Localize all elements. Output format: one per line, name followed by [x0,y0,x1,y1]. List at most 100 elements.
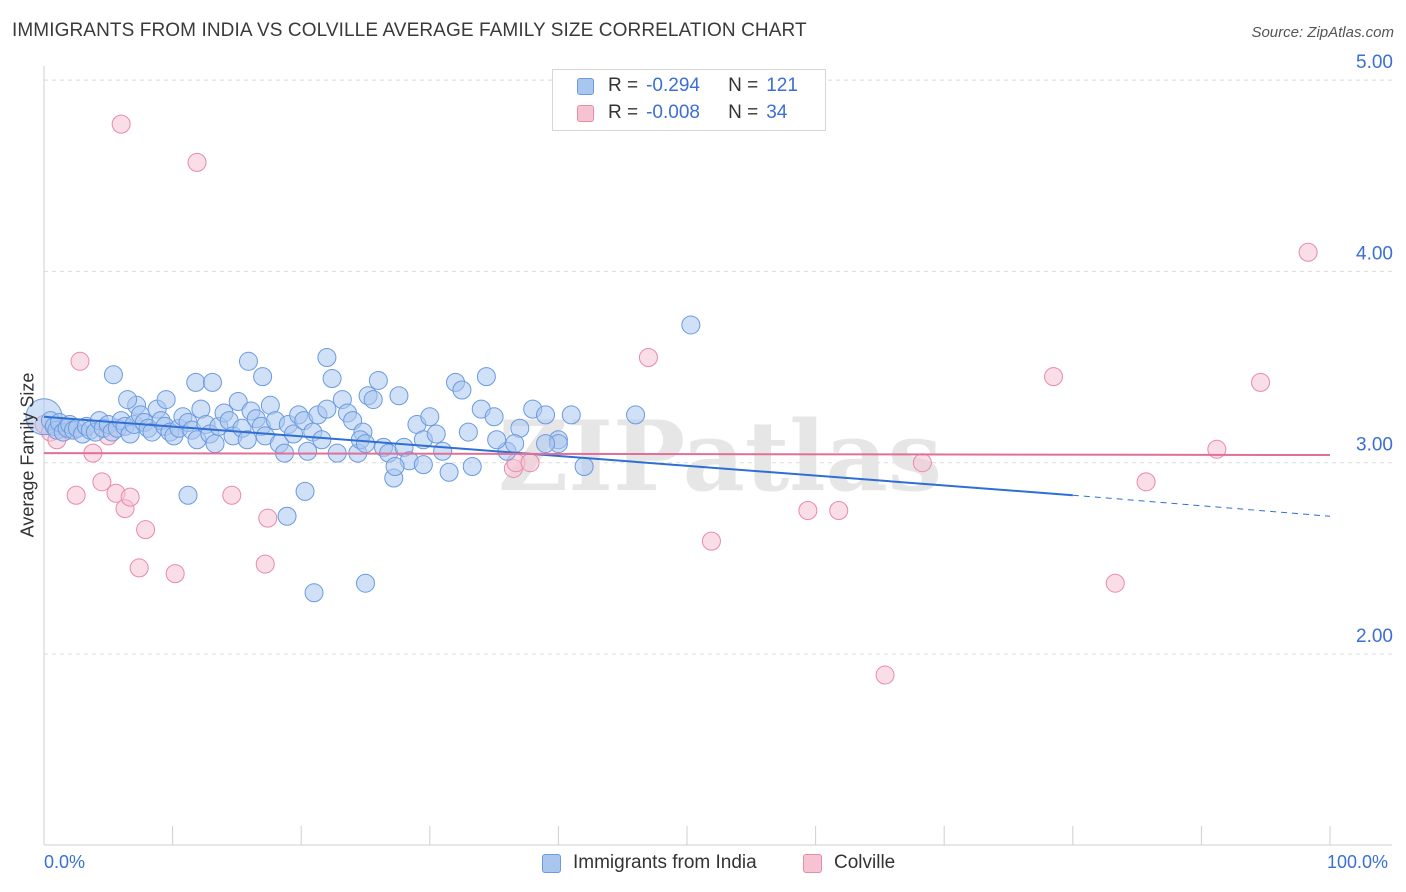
source-label: Source: ZipAtlas.com [1251,24,1394,41]
x-tick-right: 100.0% [1327,852,1389,872]
data-point [536,434,556,454]
data-point [258,508,278,528]
legend-row-colville: R = -0.008 N = 34 [577,101,787,125]
trend-line-india [43,415,1073,497]
data-point [536,405,556,425]
data-point [277,506,297,526]
legend-item-colville: Colville [803,852,895,874]
series-legend: Immigrants from India Colville [0,852,1406,878]
data-point [875,665,895,685]
data-point [228,391,248,411]
trend-line-colville [43,452,1331,457]
data-point [70,351,90,371]
data-point [255,554,275,574]
data-point [253,367,273,387]
chart-title: IMMIGRANTS FROM INDIA VS COLVILLE AVERAG… [12,20,807,41]
data-point [1251,372,1271,392]
legend-item-india: Immigrants from India [542,852,757,874]
data-point [798,501,818,521]
data-point [912,453,932,473]
legend-swatch-pink [803,853,822,873]
data-point [426,424,446,444]
data-point [120,487,140,507]
correlation-legend: R = -0.294 N = 121 R = -0.008 N = 34 [552,69,826,131]
data-point [312,430,332,450]
data-point [283,424,303,444]
data-point [368,370,388,390]
data-point [462,457,482,477]
legend-r-label: R = [608,102,639,123]
data-point [237,430,257,450]
data-point [1136,472,1156,492]
data-point [111,114,131,134]
legend-label-colville: Colville [834,852,896,873]
data-point [505,434,525,454]
gridlines [44,79,1392,655]
data-point [187,152,207,172]
data-point [433,441,453,461]
data-point [295,481,315,501]
data-point [178,485,198,505]
data-point [1298,242,1318,262]
legend-row-india: R = -0.294 N = 121 [577,74,798,98]
data-point [222,485,242,505]
data-point [389,386,409,406]
legend-r-label: R = [608,75,639,96]
data-point [298,441,318,461]
data-point [476,367,496,387]
axes [43,66,1392,846]
data-point [487,430,507,450]
data-point [701,531,721,551]
data-point [638,347,658,367]
legend-swatch-blue [577,77,594,95]
legend-swatch-pink [577,104,594,122]
y-tick-label: 3.00 [1356,435,1393,456]
data-point [385,457,405,477]
data-point [484,407,504,427]
trend-line-india-extension [1072,494,1331,517]
data-point [413,455,433,475]
data-point [103,365,123,385]
data-point [186,372,206,392]
data-point [829,501,849,521]
data-point [452,380,472,400]
data-point [561,405,581,425]
data-point [356,434,375,454]
data-point [574,457,594,477]
data-point [681,315,701,335]
legend-r-value: -0.294 [646,75,700,96]
data-point [66,485,86,505]
data-point [363,390,383,410]
legend-swatch-blue [542,853,561,873]
data-point [118,390,138,410]
data-point [165,564,185,584]
legend-n-label: N = [728,75,759,96]
data-point [1044,367,1064,387]
series-india [25,315,701,603]
data-point [1207,439,1227,459]
data-point [317,399,337,419]
data-point [322,369,342,389]
y-tick-label: 5.00 [1356,52,1393,73]
data-point [202,372,222,392]
legend-n-value: 121 [766,75,798,96]
legend-r-value: -0.008 [646,102,700,123]
data-point [92,472,112,492]
y-tick-label: 4.00 [1356,243,1393,264]
data-point [136,520,156,540]
y-tick-label: 2.00 [1356,626,1393,647]
data-point [420,407,440,427]
data-point [1105,573,1125,593]
data-point [205,434,225,454]
legend-n-label: N = [728,102,759,123]
data-point [238,351,258,371]
data-point [626,405,646,425]
legend-label-india: Immigrants from India [573,852,757,873]
data-point [458,422,478,442]
data-point [520,453,540,473]
y-tick-labels: 2.00 3.00 4.00 5.00 [1356,52,1393,647]
data-point [356,573,375,593]
x-tick-left: 0.0% [44,852,86,872]
data-point [317,347,337,367]
